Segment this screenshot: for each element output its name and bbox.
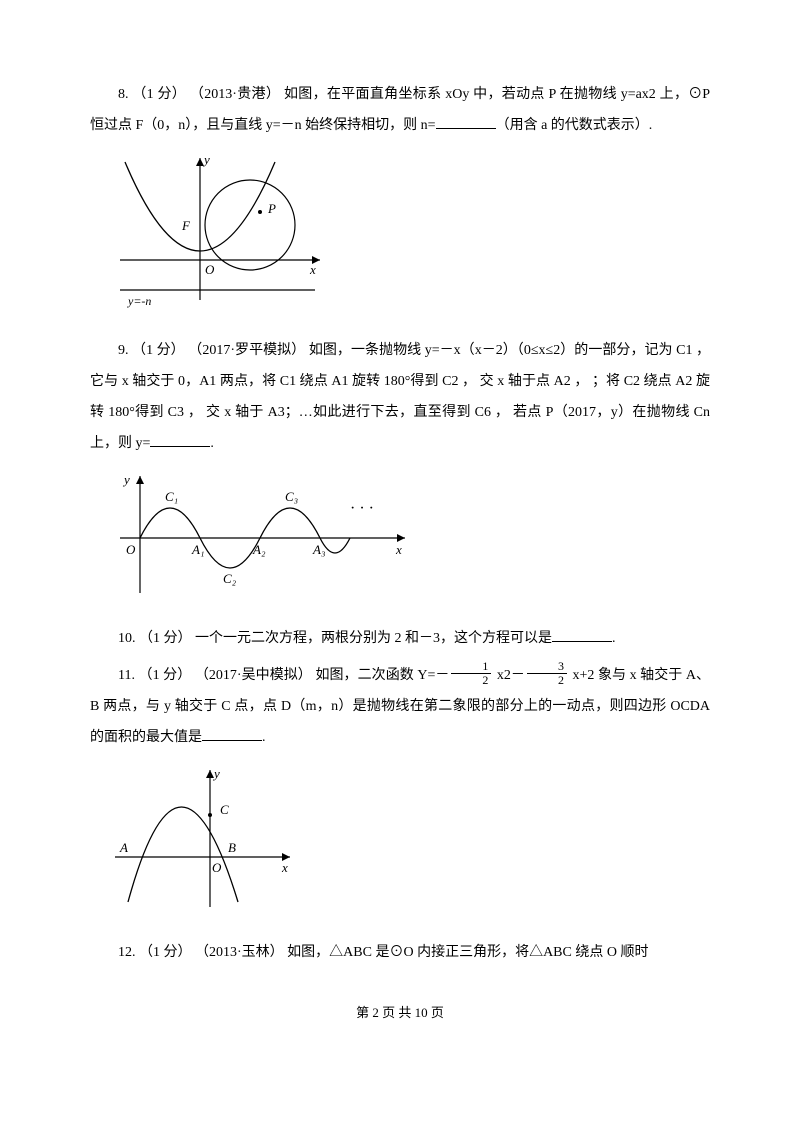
q11-src: （2017·吴中模拟）: [195, 668, 312, 683]
q9-num: 9.: [118, 343, 129, 358]
q11-blank: [202, 726, 262, 741]
q11-num: 11.: [118, 668, 135, 683]
q10-text2: .: [612, 631, 616, 646]
fraction-1-2: 12: [451, 660, 491, 687]
q8-pts: （1 分）: [132, 87, 186, 102]
q10-text1: 一个一元二次方程，两根分别为 2 和－3，这个方程可以是: [195, 631, 552, 646]
fig9-label-A2: A₂: [252, 542, 266, 557]
q11-text1: 如图，二次函数 Y=－: [315, 668, 449, 683]
frac1-den: 2: [451, 674, 491, 687]
fig9-label-C3: C₃: [285, 489, 298, 504]
figure-8: F P y x O y=-n: [110, 150, 710, 323]
q8-blank: [436, 114, 496, 129]
fig8-label-y: y: [202, 152, 210, 167]
question-11: 11. （1 分） （2017·吴中模拟） 如图，二次函数 Y=－12 x2－3…: [90, 661, 710, 753]
q8-src: （2013·贵港）: [190, 87, 280, 102]
fig9-label-O: O: [126, 542, 136, 557]
footer-text: 第 2 页 共 10 页: [356, 1005, 444, 1020]
q12-num: 12.: [118, 945, 136, 960]
fig11-svg: y x O A B C: [110, 762, 300, 912]
fig9-label-A1: A₁: [191, 542, 204, 557]
frac1-num: 1: [451, 660, 491, 674]
q12-src: （2013·玉林）: [195, 945, 284, 960]
fig11-label-B: B: [228, 840, 236, 855]
q11-text4: .: [262, 730, 266, 745]
fig11-label-O: O: [212, 860, 222, 875]
question-10: 10. （1 分） 一个一元二次方程，两根分别为 2 和－3，这个方程可以是.: [90, 624, 710, 655]
frac2-den: 2: [527, 674, 567, 687]
question-8: 8. （1 分） （2013·贵港） 如图，在平面直角坐标系 xOy 中，若动点…: [90, 80, 710, 142]
fig8-svg: F P y x O y=-n: [110, 150, 330, 310]
fig8-label-F: F: [181, 218, 191, 233]
question-12: 12. （1 分） （2013·玉林） 如图，△ABC 是⊙O 内接正三角形，将…: [90, 938, 710, 969]
q9-blank: [150, 432, 210, 447]
q12-text1: 如图，△ABC 是⊙O 内接正三角形，将△ABC 绕点 O 顺时: [287, 945, 648, 960]
q10-pts: （1 分）: [139, 631, 192, 646]
q12-pts: （1 分）: [139, 945, 192, 960]
fig8-label-P: P: [267, 201, 276, 216]
fig8-label-x: x: [309, 262, 316, 277]
figure-11: y x O A B C: [110, 762, 710, 925]
fig9-label-A3: A₃: [312, 542, 325, 557]
fraction-3-2: 32: [527, 660, 567, 687]
fig9-label-y: y: [122, 472, 130, 487]
fig8-label-yn: y=-n: [127, 294, 151, 308]
fig9-label-C2: C₂: [223, 571, 237, 586]
figure-9: y x O C₁ C₂ C₃ A₁ A₂ A₃ · · ·: [110, 468, 710, 611]
fig9-dots: · · ·: [350, 500, 374, 517]
fig9-svg: y x O C₁ C₂ C₃ A₁ A₂ A₃ · · ·: [110, 468, 420, 598]
question-9: 9. （1 分） （2017·罗平模拟） 如图，一条抛物线 y=－x（x－2）（…: [90, 336, 710, 459]
q10-blank: [552, 627, 612, 642]
fig9-label-x: x: [395, 542, 402, 557]
q9-pts: （1 分）: [132, 343, 185, 358]
frac2-num: 3: [527, 660, 567, 674]
fig11-label-C: C: [220, 802, 229, 817]
q9-src: （2017·罗平模拟）: [188, 343, 305, 358]
fig11-label-A: A: [119, 840, 128, 855]
fig11-label-x: x: [281, 860, 288, 875]
fig8-label-O: O: [205, 262, 215, 277]
q8-text2: （用含 a 的代数式表示）.: [496, 118, 653, 133]
q9-text2: .: [210, 436, 214, 451]
fig11-label-y: y: [212, 766, 220, 781]
fig9-label-C1: C₁: [165, 489, 178, 504]
q11-text2: x2－: [493, 668, 525, 683]
q11-pts: （1 分）: [139, 668, 192, 683]
q10-num: 10.: [118, 631, 136, 646]
page-footer: 第 2 页 共 10 页: [90, 999, 710, 1028]
page-content: 8. （1 分） （2013·贵港） 如图，在平面直角坐标系 xOy 中，若动点…: [0, 0, 800, 1068]
q8-num: 8.: [118, 87, 129, 102]
